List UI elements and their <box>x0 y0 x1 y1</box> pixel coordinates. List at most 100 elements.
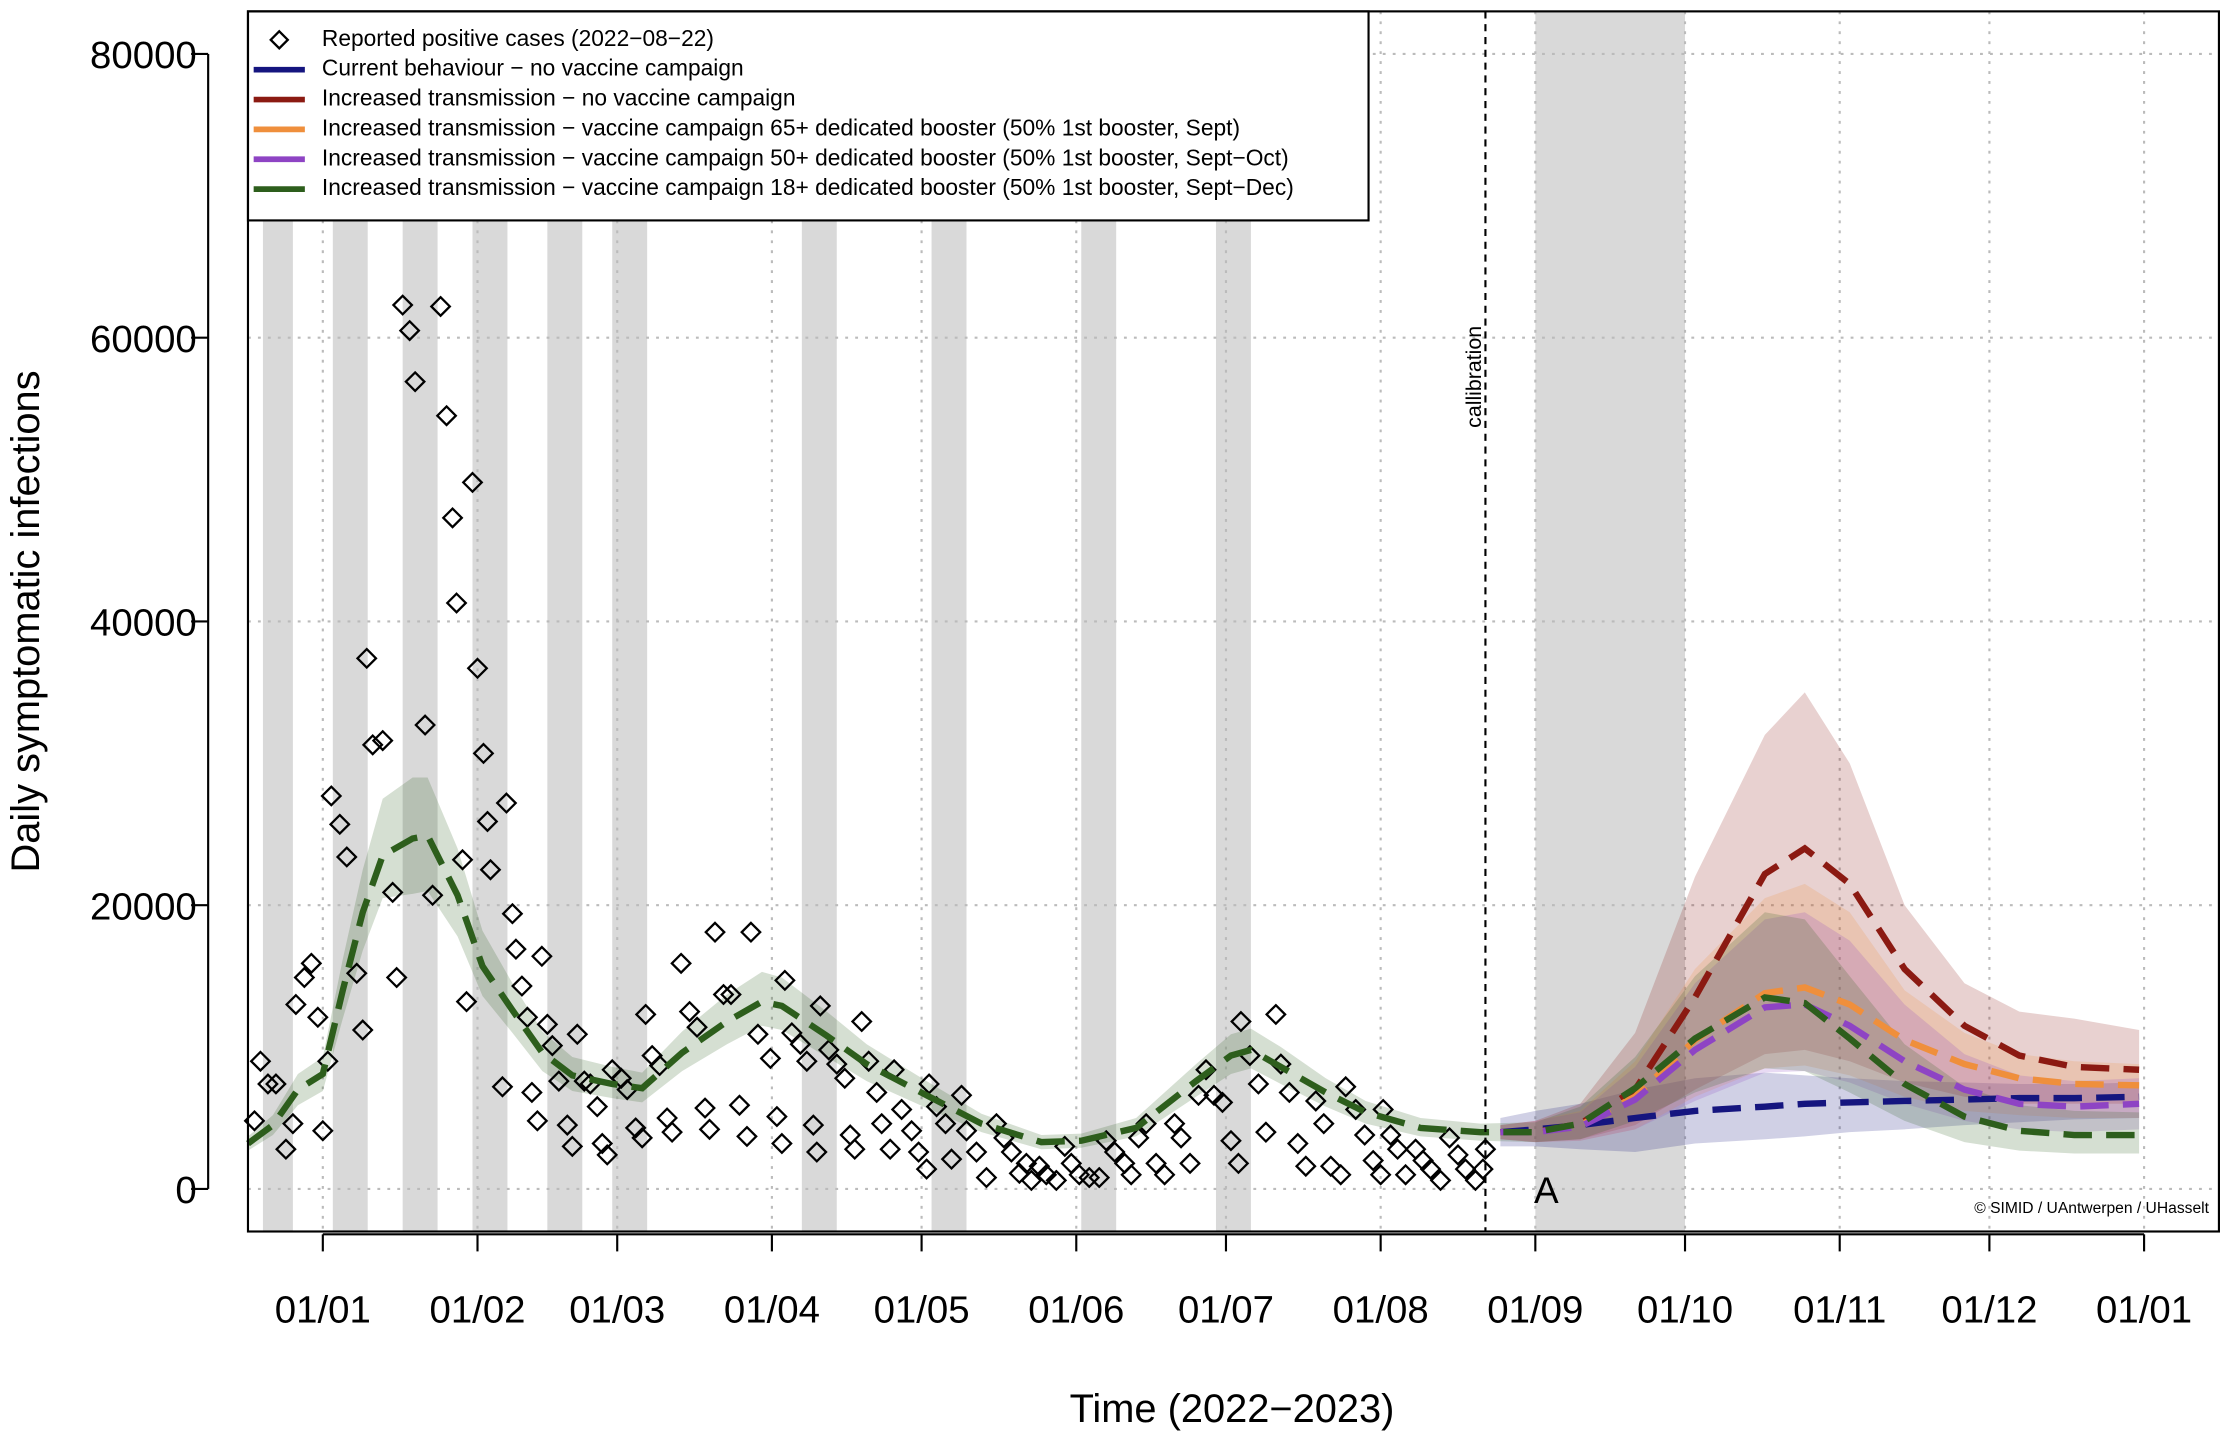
x-tick-label: 01/12 <box>1941 1289 2037 1332</box>
data-point <box>451 848 474 871</box>
legend-label: Increased transmission − no vaccine camp… <box>322 85 796 111</box>
legend-symbol <box>269 29 290 50</box>
x-tick-label: 01/01 <box>275 1289 371 1332</box>
data-point <box>720 983 742 1006</box>
data-point <box>1429 1169 1452 1192</box>
data-point <box>547 1070 570 1092</box>
data-point <box>661 1121 683 1144</box>
data-point <box>300 952 323 975</box>
data-point <box>435 404 458 427</box>
data-point <box>900 1119 923 1142</box>
data-point <box>586 1095 609 1118</box>
data-point <box>293 966 316 989</box>
data-point <box>809 995 832 1017</box>
data-point <box>631 1127 654 1149</box>
series-line <box>1500 984 2140 1136</box>
data-point <box>1045 1169 1068 1192</box>
data-point <box>670 952 692 975</box>
data-point <box>789 1033 812 1056</box>
data-point <box>355 647 378 670</box>
data-point <box>441 507 464 529</box>
data-point <box>1379 1124 1402 1146</box>
legend-label: Current behaviour − no vaccine campaign <box>322 55 744 81</box>
data-point <box>795 1050 818 1073</box>
data-point <box>531 945 553 968</box>
series-line <box>246 832 2140 1147</box>
data-point <box>404 370 426 393</box>
data-point <box>591 1132 614 1155</box>
data-point <box>1179 1152 1201 1175</box>
annotation: A <box>1534 1170 1559 1211</box>
data-point <box>541 1034 564 1057</box>
data-point <box>736 1125 758 1148</box>
data-point <box>505 938 527 961</box>
legend-label: Reported positive cases (2022−08−22) <box>322 25 714 51</box>
data-point <box>678 1000 701 1023</box>
data-point <box>1278 1081 1301 1104</box>
data-point <box>461 471 484 494</box>
data-point <box>1135 1112 1157 1135</box>
x-tick-label: 01/06 <box>1028 1289 1124 1332</box>
data-point <box>285 993 307 1016</box>
data-point <box>805 1141 828 1163</box>
data-point <box>381 881 404 904</box>
data-point <box>766 1105 788 1128</box>
data-point <box>445 592 468 614</box>
data-point <box>740 921 762 943</box>
data-point <box>698 1118 721 1141</box>
data-point <box>865 1081 888 1104</box>
data-point <box>306 1006 329 1029</box>
data-point <box>686 1016 708 1039</box>
data-point <box>817 1039 840 1061</box>
data-point <box>472 742 495 765</box>
data-point <box>1170 1127 1192 1149</box>
series-line <box>1500 844 2140 1136</box>
data-point <box>511 975 533 997</box>
data-point <box>345 962 368 985</box>
data-point <box>1120 1163 1143 1186</box>
data-point <box>1454 1158 1477 1180</box>
data-point <box>648 1054 671 1077</box>
data-point <box>495 792 518 814</box>
data-point <box>1394 1163 1417 1186</box>
data-point <box>1265 1003 1287 1026</box>
data-point <box>1227 1152 1250 1175</box>
data-point <box>521 1081 543 1104</box>
data-point <box>421 884 444 907</box>
data-point <box>320 785 343 807</box>
x-tick-label: 01/01 <box>2096 1289 2192 1332</box>
plot-frame <box>246 10 2220 1233</box>
data-point <box>385 966 408 989</box>
data-point <box>955 1119 978 1142</box>
data-point <box>1404 1138 1427 1161</box>
data-point <box>1304 1090 1327 1112</box>
credit: © SIMID / UAntwerpen / UHasselt <box>1974 1200 2209 1217</box>
y-tick-label: 40000 <box>90 602 197 645</box>
x-tick-label: 01/09 <box>1487 1289 1583 1332</box>
data-point <box>1255 1121 1277 1144</box>
data-point <box>1020 1169 1043 1192</box>
data-point <box>1163 1112 1186 1135</box>
data-point <box>1078 1166 1101 1189</box>
data-point <box>728 1094 751 1117</box>
data-point <box>328 813 351 836</box>
data-point <box>491 1075 514 1098</box>
data-point <box>466 657 489 680</box>
data-point <box>1220 1129 1242 1152</box>
data-point <box>1369 1163 1392 1186</box>
data-point <box>975 1166 998 1189</box>
data-point <box>759 1047 782 1070</box>
data-point <box>536 1013 559 1036</box>
data-point <box>833 1067 856 1090</box>
data-point <box>965 1141 988 1163</box>
data-point <box>1329 1163 1352 1186</box>
data-point <box>476 810 499 833</box>
data-point <box>1386 1138 1409 1161</box>
data-point <box>1153 1163 1176 1186</box>
data-point <box>1294 1155 1317 1178</box>
data-point <box>1362 1149 1385 1172</box>
data-point <box>879 1138 902 1161</box>
legend-box <box>246 10 1370 222</box>
y-tick-label: 20000 <box>90 885 197 928</box>
y-axis-title: Daily symptomatic infections <box>4 370 48 872</box>
